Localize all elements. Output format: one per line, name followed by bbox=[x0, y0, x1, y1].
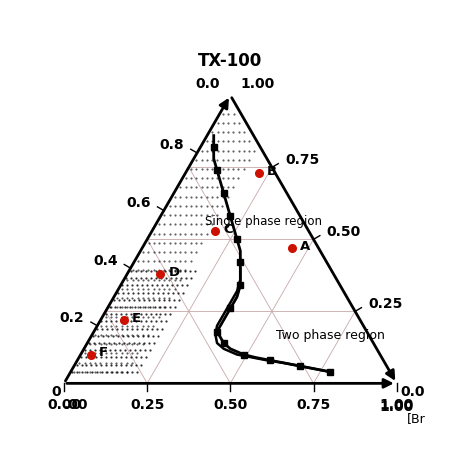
Text: C: C bbox=[224, 222, 233, 236]
Text: F: F bbox=[99, 346, 108, 359]
Text: 0.50: 0.50 bbox=[213, 398, 247, 412]
Text: 1.00: 1.00 bbox=[380, 398, 414, 412]
Text: D: D bbox=[169, 266, 180, 279]
Text: Two phase region: Two phase region bbox=[276, 329, 384, 342]
Text: 0.0: 0.0 bbox=[196, 77, 220, 91]
Text: 0.25: 0.25 bbox=[130, 398, 164, 412]
Text: 0.00: 0.00 bbox=[47, 398, 81, 412]
Text: 0.25: 0.25 bbox=[368, 297, 402, 311]
Text: 0.2: 0.2 bbox=[60, 311, 84, 325]
Text: A: A bbox=[300, 240, 310, 253]
Text: 0.6: 0.6 bbox=[127, 196, 151, 210]
Text: .00: .00 bbox=[64, 398, 89, 412]
Text: 0.4: 0.4 bbox=[93, 254, 118, 268]
Text: 1.00: 1.00 bbox=[240, 77, 274, 91]
Text: TX-100: TX-100 bbox=[198, 52, 263, 70]
Text: 0.8: 0.8 bbox=[159, 138, 184, 153]
Text: E: E bbox=[132, 312, 141, 325]
Text: B: B bbox=[267, 165, 277, 178]
Text: 0: 0 bbox=[51, 385, 61, 399]
Text: 0.75: 0.75 bbox=[285, 153, 319, 167]
Text: 0.75: 0.75 bbox=[296, 398, 331, 412]
Text: Single phase region: Single phase region bbox=[205, 215, 322, 228]
Text: [Br: [Br bbox=[407, 411, 425, 425]
Text: 0.50: 0.50 bbox=[327, 225, 361, 239]
Text: 1.00: 1.00 bbox=[380, 400, 414, 414]
Text: 0.0: 0.0 bbox=[400, 385, 425, 399]
